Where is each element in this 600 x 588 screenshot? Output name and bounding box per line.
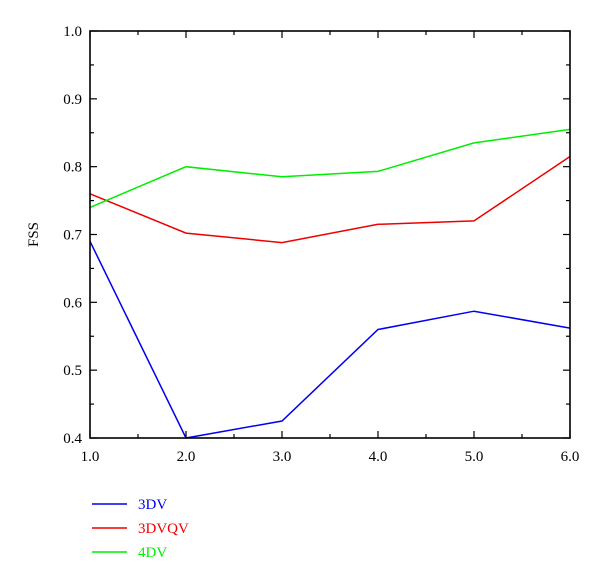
x-tick-label: 5.0 [465,449,484,465]
plot-frame [89,30,571,439]
legend: 3DV 3DVQV 4DV [92,497,189,561]
legend-label-3dvqv: 3DVQV [138,521,189,537]
x-tick-label: 4.0 [369,449,388,465]
legend-label-4dv: 4DV [138,545,167,561]
series-line-4dv [89,128,571,209]
axis-tick-labels: 1.0 2.0 3.0 4.0 5.0 6.0 0.4 0.5 0.6 0.7 0.8 0.9 1.0 [63,24,579,465]
y-tick-label: 1.0 [63,24,82,40]
axis-ticks [89,30,571,439]
legend-label-3dv: 3DV [138,497,167,513]
y-tick-label: 0.9 [63,92,82,108]
x-tick-label: 1.0 [81,449,100,465]
y-tick-label: 0.6 [63,295,82,311]
series-line-3dvqv [89,155,571,244]
series-line-3dv [89,240,571,439]
y-tick-label: 0.4 [63,431,82,447]
x-tick-label: 2.0 [177,449,196,465]
x-tick-label: 3.0 [273,449,292,465]
x-tick-label: 6.0 [561,449,580,465]
y-tick-label: 0.5 [63,363,82,379]
y-axis-label: FSS [26,222,42,247]
y-tick-label: 0.8 [63,160,82,176]
plot-lines [89,128,571,439]
y-tick-label: 0.7 [63,228,82,244]
